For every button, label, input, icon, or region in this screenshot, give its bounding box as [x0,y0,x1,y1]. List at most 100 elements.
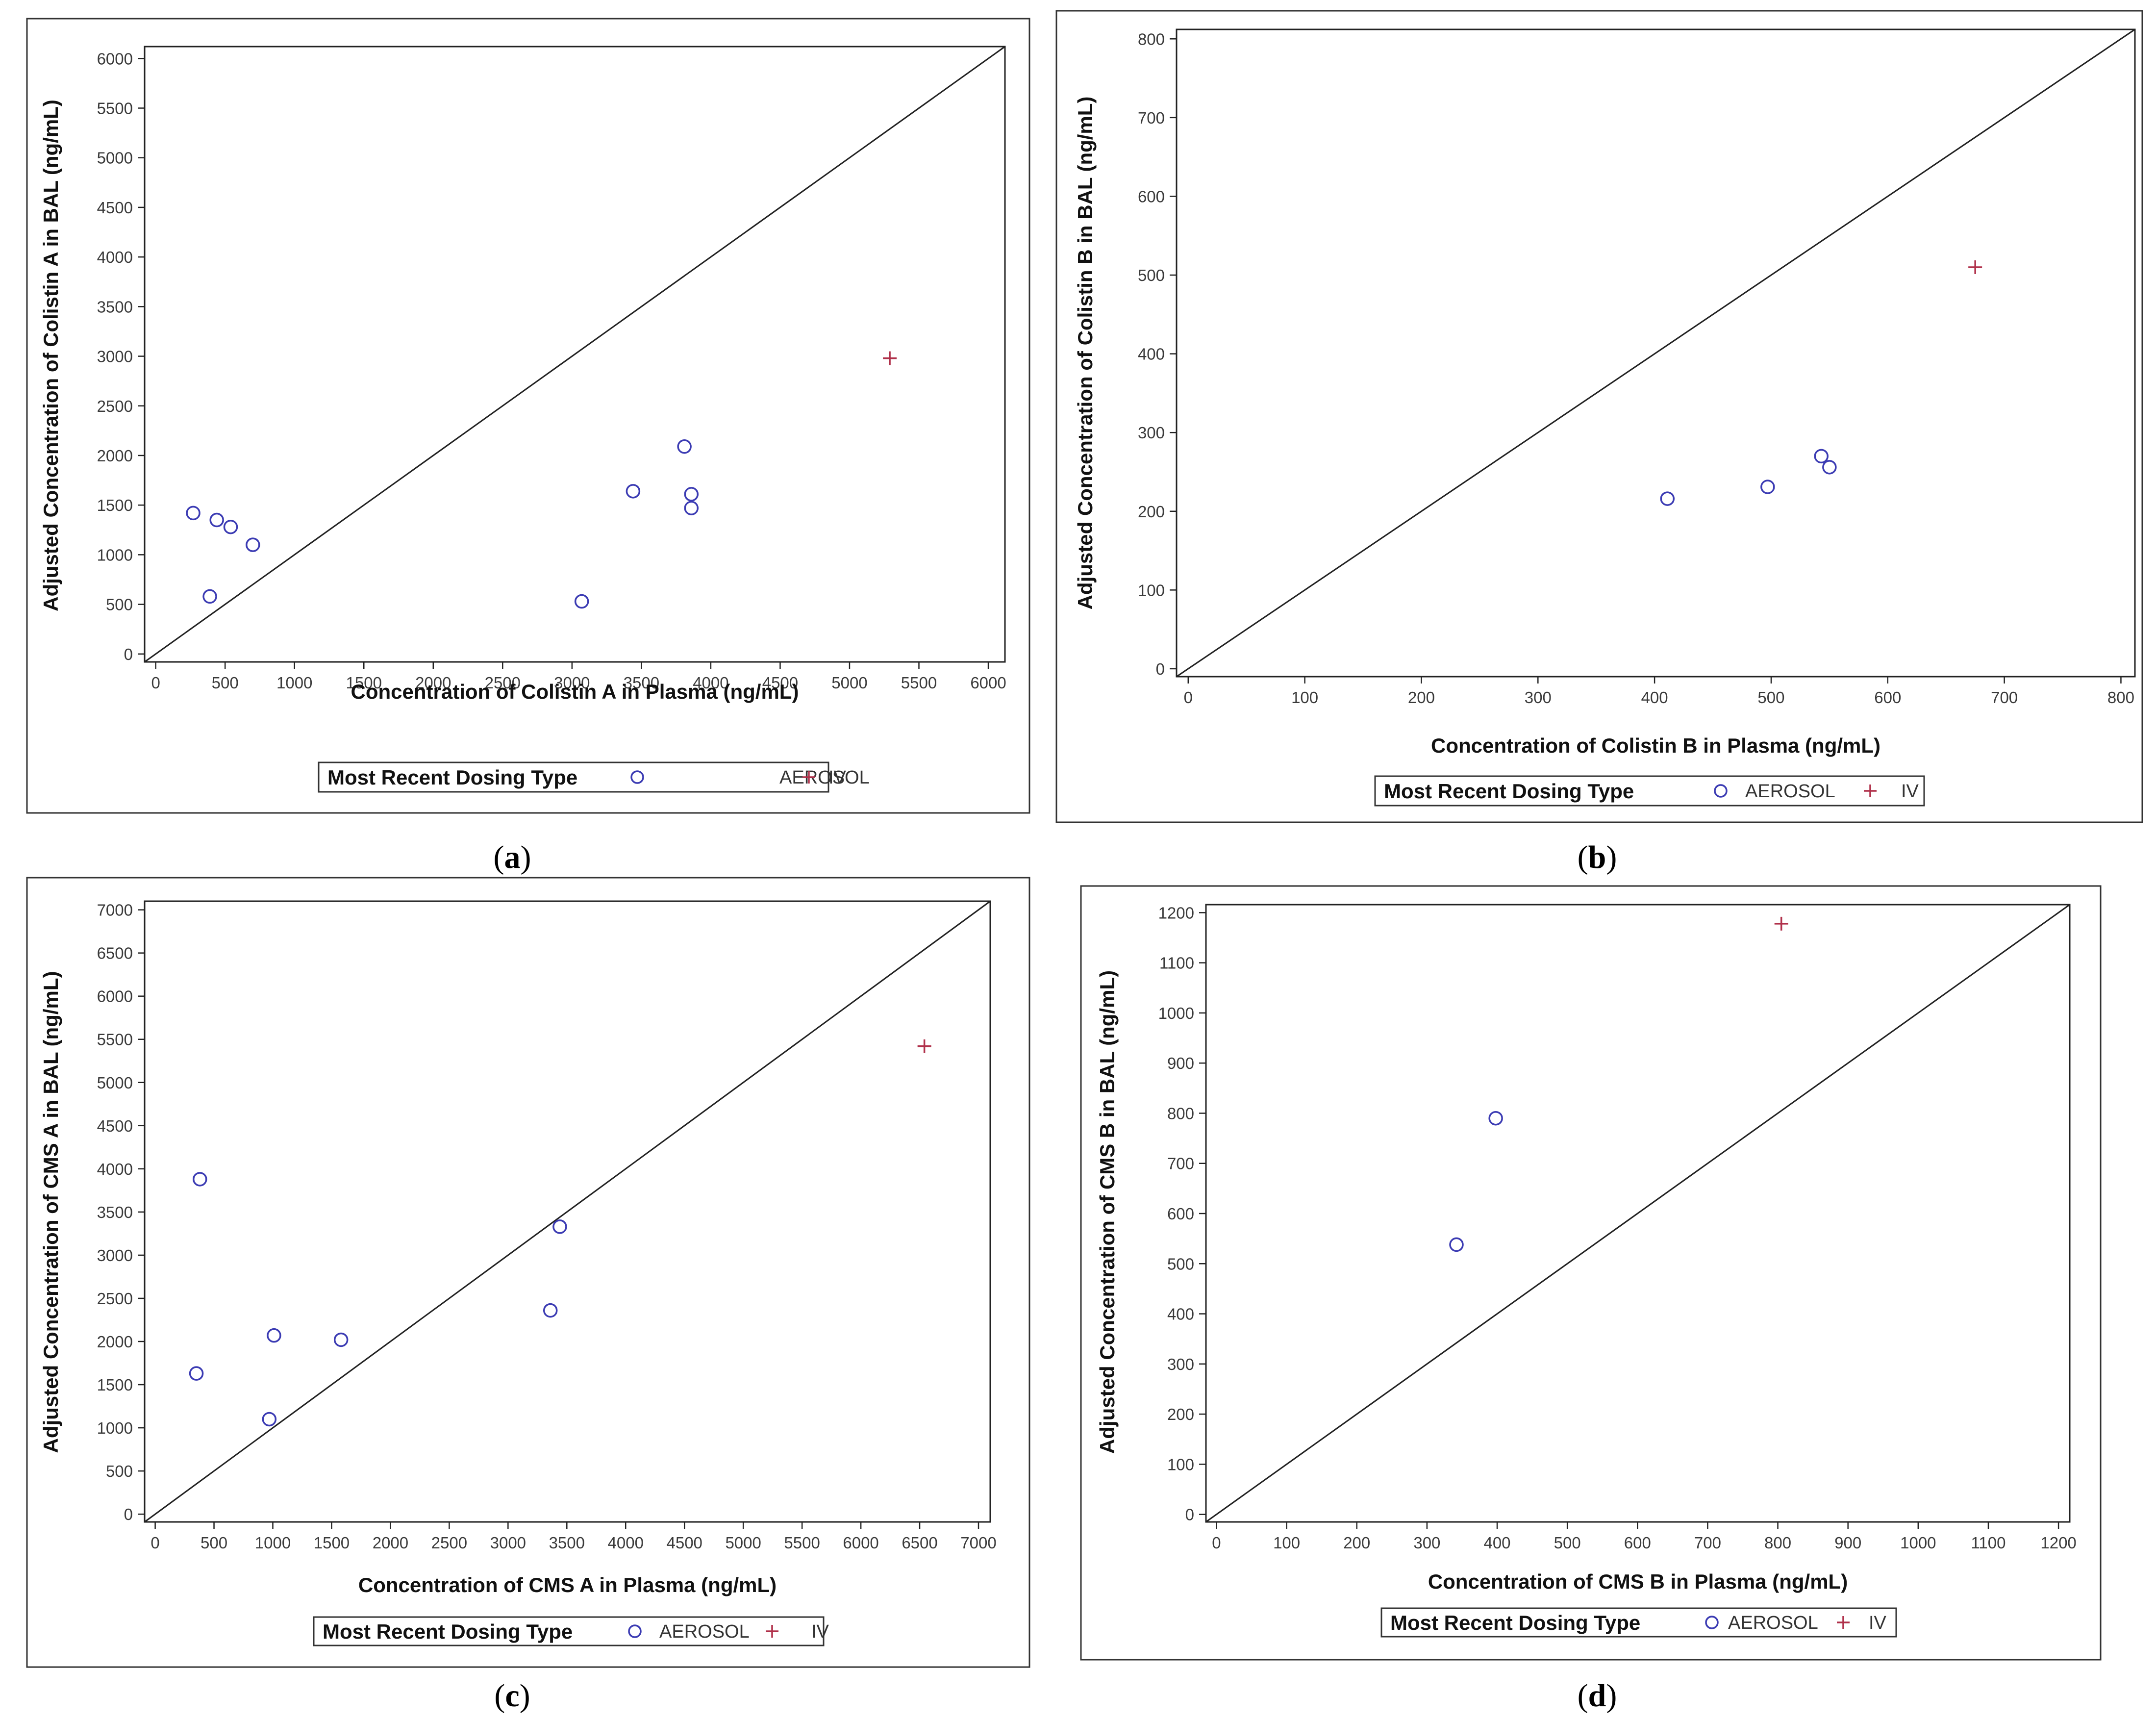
y-tick-label: 1500 [97,496,133,514]
legend-title: Most Recent Dosing Type [323,1620,573,1643]
panel-label-close: ) [520,1678,530,1714]
y-tick-label: 5000 [97,1074,133,1092]
panel-label: (a) [494,839,531,875]
x-tick-label: 1000 [1900,1534,1936,1552]
x-tick-label: 500 [212,674,239,692]
legend: Most Recent Dosing Type AEROSOL IV [313,1616,829,1646]
x-tick-label: 600 [1624,1534,1651,1552]
y-tick-label: 600 [1167,1205,1194,1223]
y-tick-label: 4500 [97,199,133,217]
x-tick-label: 200 [1408,688,1435,707]
data-point-aerosol [189,1366,204,1381]
legend-iv-label: IV [1901,781,1919,802]
data-point-iv [883,351,897,365]
chart-panel-b: 0 100 200 300 400 500 600 700 800 0 100 200 300 400 50… [1055,10,2143,823]
legend-aerosol-marker [628,1624,642,1638]
x-tick-label: 7000 [960,1534,996,1552]
y-tick-label: 900 [1167,1054,1194,1072]
legend-iv-label: IV [1869,1613,1887,1633]
x-axis-label: Concentration of CMS A in Plasma (ng/mL) [358,1573,777,1596]
x-tick-label: 3500 [549,1534,585,1552]
legend-aerosol-label: AEROSOL [1728,1613,1818,1633]
y-tick-label: 600 [1138,187,1165,205]
legend-box [313,1616,825,1646]
y-tick-label: 500 [106,1462,133,1480]
legend-title: Most Recent Dosing Type [1390,1611,1640,1634]
panel-frame [1080,885,2102,1661]
data-point-aerosol [333,1332,349,1347]
chart-panel-a: 0 500 1000 1500 2000 2500 3000 3500 4000 4500 5000… [26,18,1030,814]
y-tick-label: 1100 [1159,954,1194,972]
identity-line [1205,904,2070,1523]
y-tick-label: 700 [1138,109,1165,127]
x-tick-label: 1500 [346,674,382,692]
y-axis-label: Adjusted Concentration of Colistin B in … [1074,97,1097,610]
data-point-aerosol [1814,449,1829,464]
x-tick-label: 1100 [1971,1534,2006,1552]
legend-aerosol-label: AEROSOL [659,1621,750,1642]
y-tick-label: 4000 [97,1160,133,1178]
x-tick-label: 500 [201,1534,227,1552]
x-tick-label: 400 [1641,688,1668,707]
y-tick-label: 200 [1138,503,1165,521]
x-axis-label: Concentration of CMS B in Plasma (ng/mL) [1428,1570,1848,1593]
legend-aerosol-marker [1705,1616,1719,1629]
data-point-aerosol [267,1328,281,1343]
x-tick-label: 0 [151,674,160,692]
x-tick-label: 0 [1212,1534,1221,1552]
y-tick-label: 5500 [97,100,133,118]
legend-aerosol-marker [1714,784,1728,798]
y-tick-label: 3500 [97,298,133,316]
x-tick-label: 0 [1184,688,1193,707]
x-axis-label: Concentration of Colistin A in Plasma (n… [351,680,799,703]
x-tick-label: 5000 [831,674,867,692]
y-tick-label: 7000 [97,901,133,919]
x-tick-label: 300 [1413,1534,1440,1552]
y-tick-label: 6500 [97,944,133,962]
x-tick-label: 1000 [255,1534,291,1552]
y-axis-label: Adjusted Concentration of CMS B in BAL (… [1096,970,1119,1454]
x-tick-label: 100 [1291,688,1318,707]
y-tick-label: 0 [1156,660,1165,678]
x-tick-label: 200 [1343,1534,1370,1552]
y-tick-label: 4500 [97,1117,133,1135]
y-tick-label: 100 [1167,1455,1194,1473]
x-tick-label: 6000 [843,1534,878,1552]
y-tick-label: 1000 [97,546,133,564]
y-tick-label: 3000 [97,348,133,366]
x-tick-label: 400 [1483,1534,1510,1552]
legend-aerosol-label: AEROSOL [1745,781,1835,802]
legend: Most Recent Dosing Type AEROSOL IV [1380,1607,1897,1638]
legend-title: Most Recent Dosing Type [1384,780,1634,803]
data-point-aerosol [246,537,260,552]
data-point-aerosol [574,594,589,609]
data-point-aerosol [552,1219,567,1234]
y-tick-label: 500 [1167,1255,1194,1273]
x-tick-label: 800 [2107,688,2134,707]
y-axis-label: Adjusted Concentration of CMS A in BAL (… [39,971,62,1453]
x-tick-label: 500 [1554,1534,1581,1552]
y-tick-label: 6000 [97,50,133,68]
y-tick-label: 1200 [1158,904,1194,922]
x-tick-label: 6000 [970,674,1006,692]
x-tick-label: 4000 [693,674,728,692]
identity-line [144,900,991,1523]
data-point-aerosol [193,1172,207,1187]
data-point-aerosol [684,501,699,515]
x-tick-label: 800 [1764,1534,1791,1552]
y-tick-label: 2500 [97,397,133,415]
x-tick-label: 0 [150,1534,159,1552]
x-tick-label: 4000 [608,1534,644,1552]
x-tick-label: 1500 [314,1534,350,1552]
y-tick-label: 500 [106,596,133,614]
panel-frame [26,18,1030,814]
data-point-iv [1968,260,1982,274]
x-tick-label: 4500 [762,674,798,692]
panel-label-open: ( [1578,1678,1588,1714]
data-point-aerosol [1449,1237,1464,1252]
y-tick-label: 1000 [97,1419,133,1437]
x-tick-label: 300 [1525,688,1552,707]
x-tick-label: 600 [1874,688,1901,707]
x-tick-label: 500 [1757,688,1784,707]
